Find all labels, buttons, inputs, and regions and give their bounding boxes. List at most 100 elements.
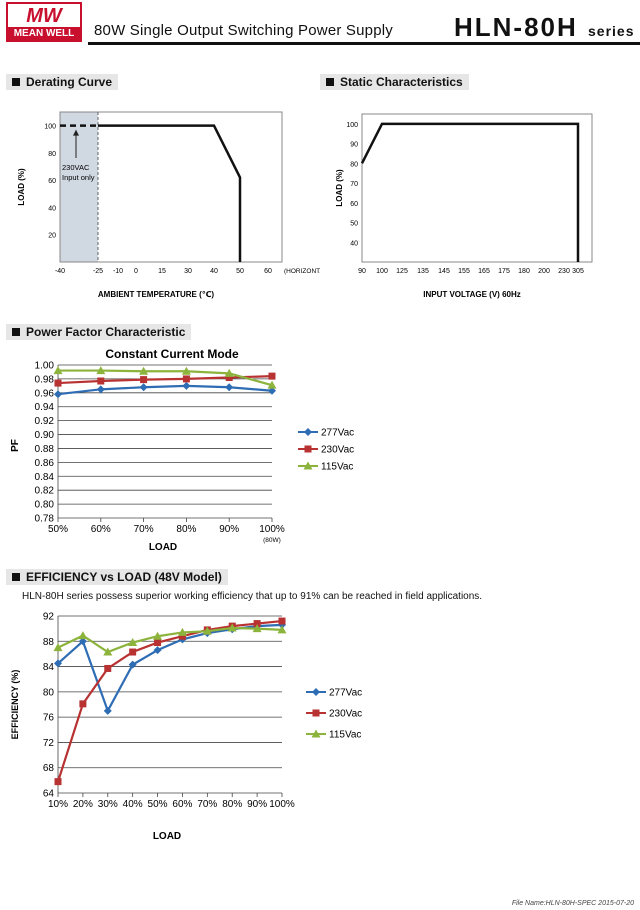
square-marker — [253, 620, 261, 628]
x-tick-label: 230 — [558, 268, 570, 275]
x-tick-label: -40 — [55, 268, 65, 275]
y-tick-label: 64 — [43, 789, 55, 800]
triangle-marker — [311, 729, 321, 738]
x-tick-label: 155 — [458, 268, 470, 275]
y-tick-label: 50 — [350, 221, 358, 228]
product-title: 80W Single Output Switching Power Supply — [94, 22, 393, 39]
diamond-marker — [153, 646, 162, 655]
diamond-marker — [304, 428, 312, 436]
x-tick-label: 90% — [219, 524, 239, 535]
square-marker — [104, 664, 112, 672]
y-tick-label: 80 — [48, 151, 56, 158]
legend-label: 230Vac — [329, 709, 362, 720]
x-tick-label: 60% — [172, 799, 192, 810]
x-tick-label: 180 — [518, 268, 530, 275]
annotation-label: 230VAC — [62, 163, 90, 172]
triangle-marker — [252, 624, 262, 633]
footer-file-info: File Name:HLN-80H-SPEC 2015-07-20 — [511, 900, 634, 907]
x-tick-label: 125 — [396, 268, 408, 275]
diamond-marker — [312, 688, 320, 696]
y-tick-label: 0.92 — [35, 416, 55, 427]
diamond-marker — [103, 706, 112, 715]
series-line-115Vac — [57, 626, 283, 654]
diamond-marker — [128, 660, 137, 669]
square-marker — [225, 374, 233, 382]
y-tick-label: 0.98 — [35, 374, 55, 385]
legend-label: 277Vac — [321, 428, 354, 439]
square-marker — [178, 632, 186, 640]
triangle-marker — [202, 626, 212, 635]
pf-section-title: Power Factor Characteristic — [6, 324, 192, 340]
x-axis-suffix: (HORIZONTAL) — [284, 268, 320, 275]
y-tick-label: 60 — [350, 201, 358, 208]
y-tick-label: 40 — [48, 205, 56, 212]
triangle-marker — [128, 638, 138, 647]
x-tick-note: (80W) — [263, 537, 281, 544]
y-tick-label: 68 — [43, 763, 55, 774]
static-curve-line — [360, 122, 580, 262]
efficiency-section-title: EFFICIENCY vs LOAD (48V Model) — [6, 569, 228, 585]
x-tick-label: 0 — [134, 268, 138, 275]
bullet-square-icon — [12, 573, 20, 581]
y-tick-label: 0.86 — [35, 458, 55, 469]
y-tick-label: 0.94 — [35, 402, 55, 413]
x-tick-label: 20% — [73, 799, 93, 810]
square-marker — [97, 377, 105, 385]
y-tick-label: 0.88 — [35, 444, 55, 455]
y-tick-label: 0.84 — [35, 472, 55, 483]
model-name: HLN-80H — [454, 12, 578, 42]
y-axis-label: EFFICIENCY (%) — [10, 670, 20, 740]
x-tick-label: 60 — [264, 268, 272, 275]
power-factor-chart: 0.78 0.80 0.82 0.84 0.86 0.88 0.90 0.92 0.94 0.96… — [10, 347, 354, 553]
triangle-marker — [96, 366, 106, 375]
triangle-marker — [139, 366, 149, 375]
diamond-marker — [139, 383, 148, 392]
y-tick-label: 70 — [350, 181, 358, 188]
x-tick-label: 40% — [123, 799, 143, 810]
x-tick-label: 175 — [498, 268, 510, 275]
x-tick-label: 80% — [176, 524, 196, 535]
series-line-115Vac — [58, 369, 273, 387]
static-section-title: Static Characteristics — [320, 74, 469, 90]
annotation-label: Input only — [62, 173, 95, 182]
legend-label: 277Vac — [329, 688, 362, 699]
y-tick-label: 72 — [43, 738, 55, 749]
y-tick-label: 80 — [350, 161, 358, 168]
y-tick-label: 0.80 — [35, 500, 55, 511]
x-tick-label: 100% — [259, 524, 285, 535]
x-tick-label: 50 — [236, 268, 244, 275]
x-tick-label: 100 — [376, 268, 388, 275]
series-line-277Vac — [57, 384, 273, 396]
triangle-marker — [177, 627, 187, 636]
chart-title: Constant Current Mode — [105, 347, 239, 361]
x-tick-label: 30 — [184, 268, 192, 275]
square-marker — [54, 778, 62, 786]
bullet-square-icon — [12, 78, 20, 86]
diamond-marker — [54, 659, 62, 668]
annotation-arrow-icon — [73, 129, 79, 136]
derating-section-title: Derating Curve — [6, 74, 119, 90]
y-tick-label: 100 — [44, 124, 56, 131]
y-tick-label: 1.00 — [35, 361, 55, 372]
derating-curve-line — [98, 124, 242, 262]
x-tick-label: 90% — [247, 799, 267, 810]
diamond-marker — [78, 637, 87, 646]
legend-label: 230Vac — [321, 445, 354, 456]
diamond-marker — [278, 620, 286, 629]
x-tick-label: 70% — [197, 799, 217, 810]
triangle-marker — [78, 631, 88, 640]
y-tick-label: 76 — [43, 713, 55, 724]
page-header: MW MEAN WELL 80W Single Output Switching… — [0, 0, 640, 46]
y-axis-label: PF — [10, 439, 21, 452]
y-tick-label: 92 — [43, 612, 55, 623]
x-tick-label: -25 — [93, 268, 103, 275]
square-marker — [54, 379, 62, 387]
y-axis-label: LOAD (%) — [335, 169, 344, 207]
x-axis-label: AMBIENT TEMPERATURE (℃) — [98, 290, 215, 299]
x-axis-label: LOAD — [149, 542, 177, 553]
x-axis-label: LOAD — [153, 831, 181, 842]
y-tick-label: 20 — [48, 233, 56, 240]
y-tick-label: 60 — [48, 178, 56, 185]
triangle-marker — [267, 380, 277, 389]
square-marker — [140, 376, 148, 384]
